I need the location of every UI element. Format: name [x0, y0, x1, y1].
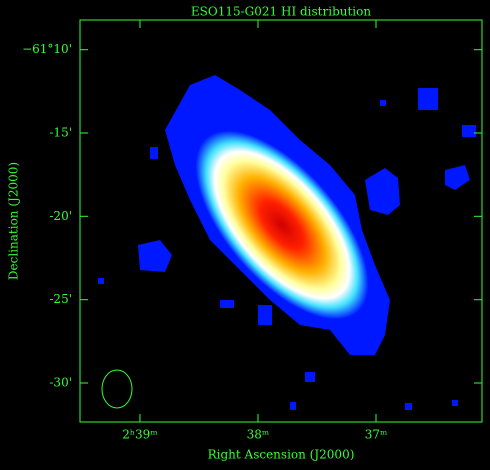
hi-blob [365, 168, 400, 215]
hi-blob [405, 403, 412, 410]
hi-blob [305, 372, 315, 382]
hi-blob [445, 165, 470, 190]
hi-blob [462, 125, 476, 137]
x-tick-label: 38ᵐ [247, 428, 270, 442]
hi-blob [290, 402, 296, 410]
hi-blob [98, 278, 104, 284]
hi-blob [258, 305, 272, 325]
y-tick-label: −61°10' [22, 42, 72, 56]
hi-blob [138, 240, 172, 272]
hi-blob [150, 147, 158, 159]
y-tick-label: -25' [49, 292, 72, 306]
y-axis-label: Declination (J2000) [7, 162, 21, 280]
hi-blob [418, 88, 438, 110]
beam [101, 369, 133, 409]
y-tick-label: -20' [49, 209, 72, 223]
x-axis-label: Right Ascension (J2000) [208, 448, 355, 462]
y-tick-label: -15' [49, 126, 72, 140]
x-tick-label: 37ᵐ [365, 428, 388, 442]
hi-blob [452, 400, 458, 406]
hi-blob [220, 300, 234, 308]
hi-core [195, 131, 369, 319]
plot-frame [79, 19, 483, 423]
hi-map [98, 75, 476, 410]
chart-title: ESO115-G021 HI distribution [191, 5, 371, 19]
y-tick-label: -30' [49, 376, 72, 390]
x-tick-label: 2ʰ39ᵐ [122, 428, 157, 442]
hi-blob [380, 100, 386, 106]
